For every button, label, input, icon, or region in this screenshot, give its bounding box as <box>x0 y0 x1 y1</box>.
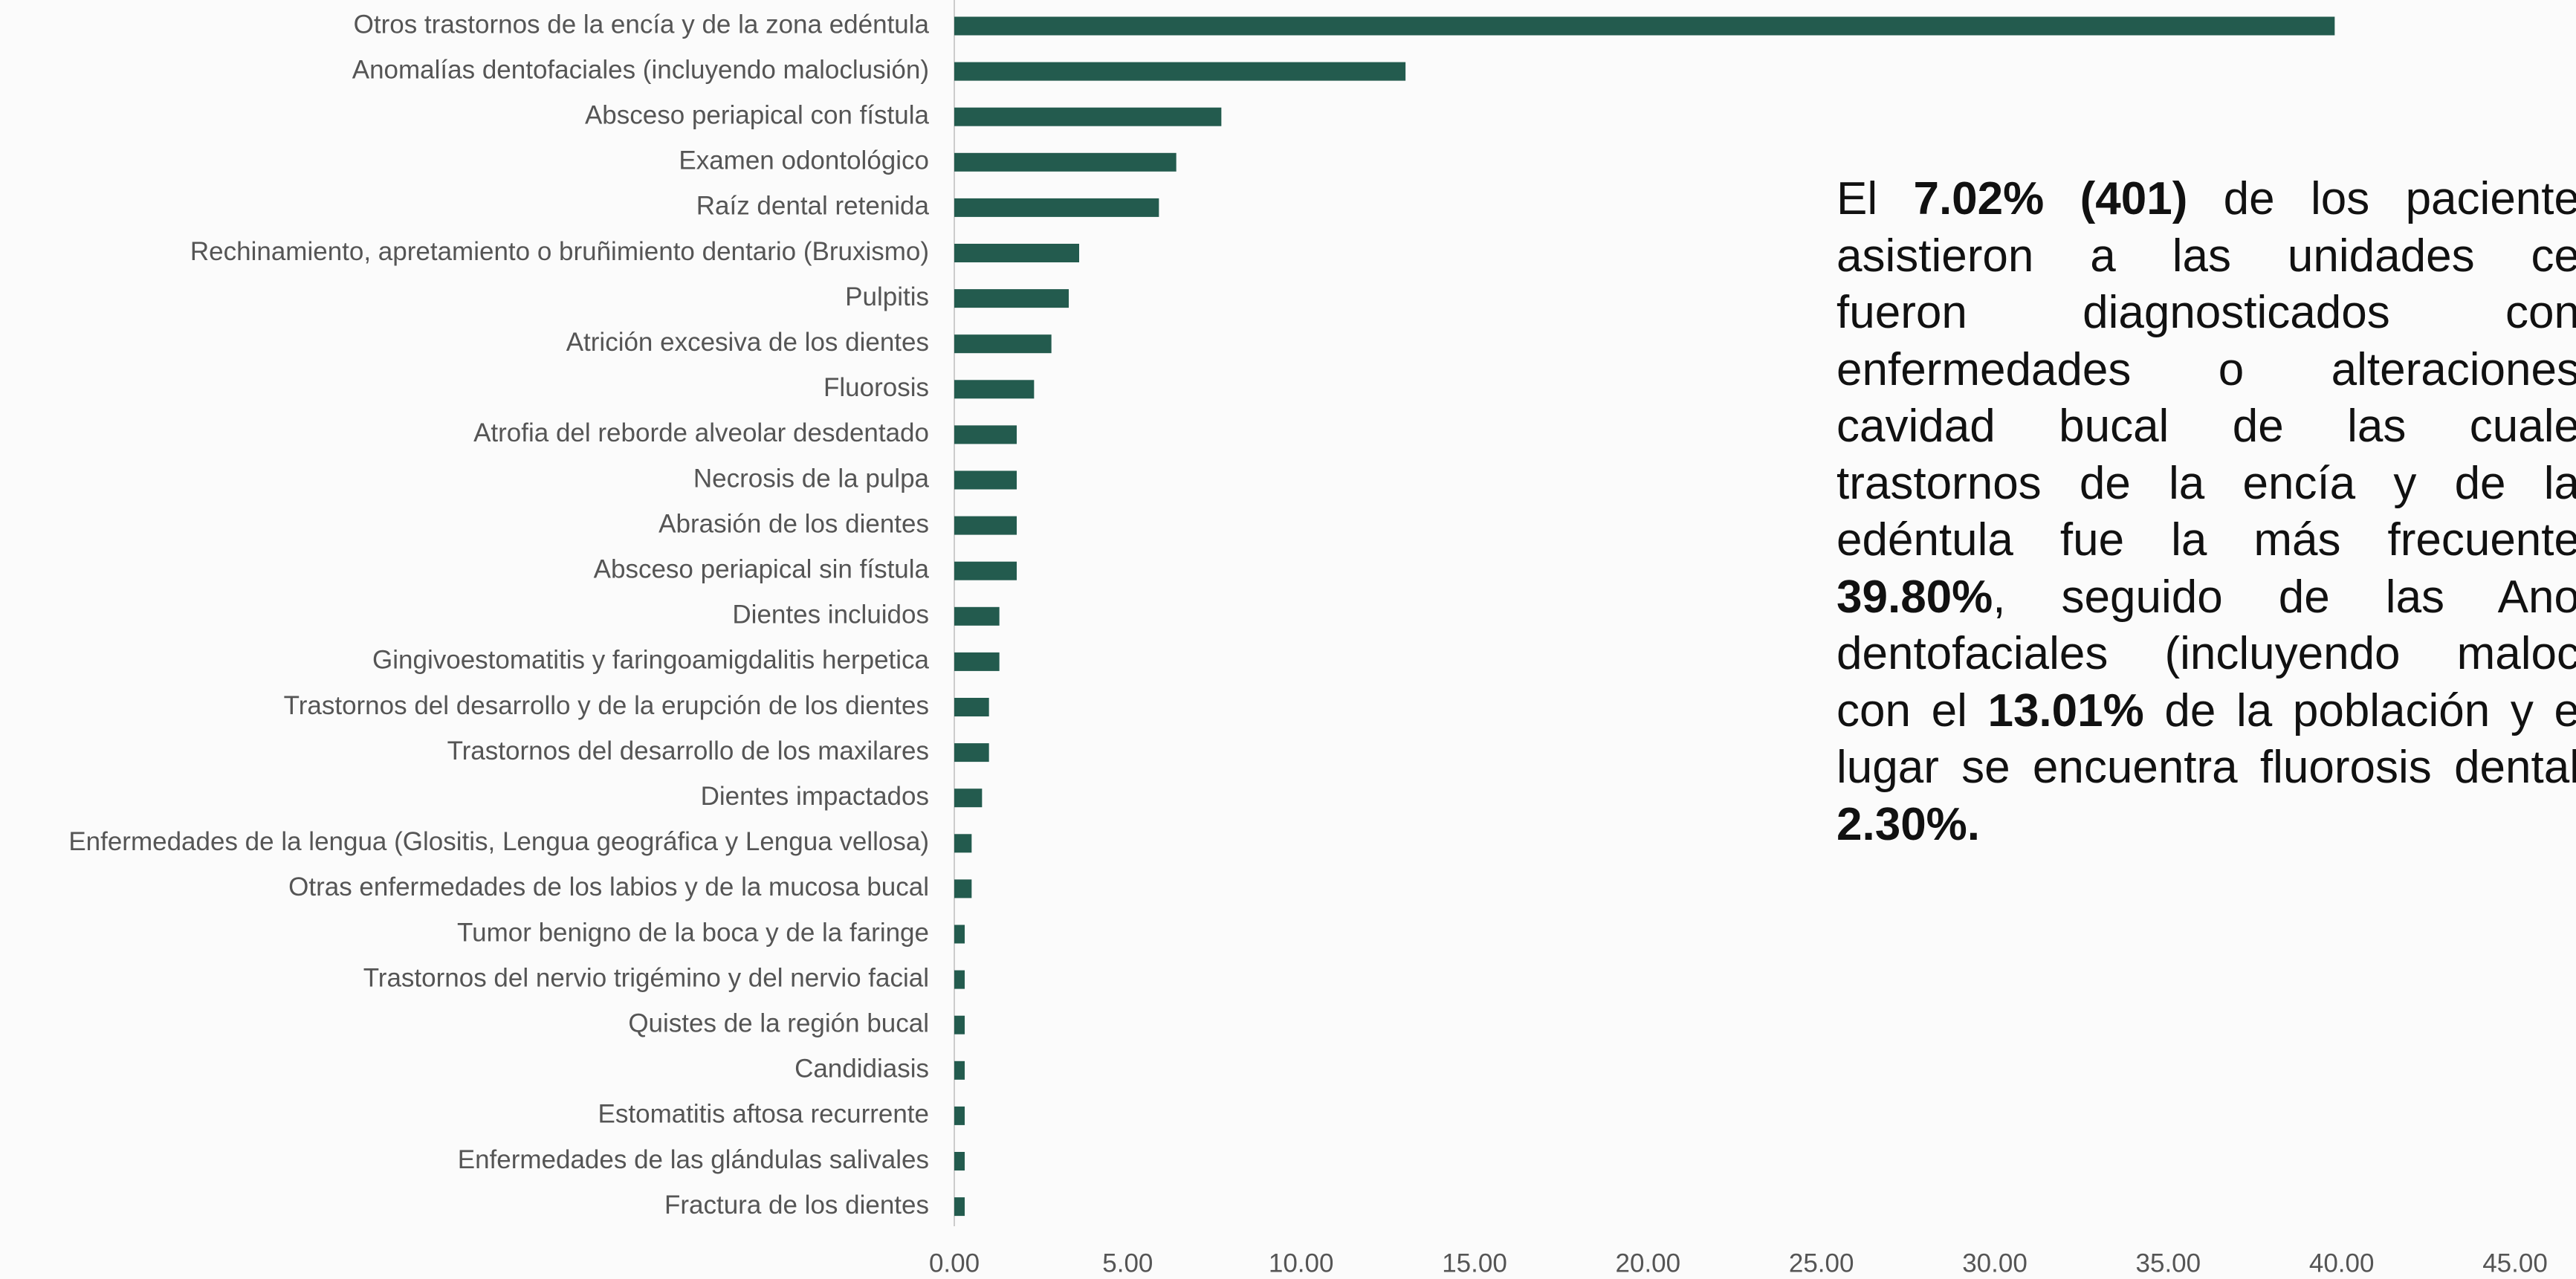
y-tick-label: Trastornos del nervio trigémino y del ne… <box>363 963 929 992</box>
annotation-text: edéntula fue la más frecuente <box>1836 514 2576 566</box>
y-tick-label: Enfermedades de la lengua (Glositis, Len… <box>68 827 929 856</box>
y-tick-label: Atrofia del reborde alveolar desdentado <box>473 418 929 447</box>
y-tick-label: Quistes de la región bucal <box>628 1008 929 1037</box>
annotation-text: asistieron a las unidades ce <box>1836 230 2576 282</box>
annotation-text: dentofaciales (incluyendo maloc <box>1836 628 2576 679</box>
y-tick-label: Atrición excesiva de los dientes <box>566 328 929 357</box>
annotation-text: cavidad bucal de las cuale <box>1836 401 2576 452</box>
y-tick-label: Trastornos del desarrollo y de la erupci… <box>284 691 929 720</box>
annotation-text: fueron diagnosticados con <box>1836 287 2576 338</box>
annotation-line: 39.80%, seguido de las Ano <box>1836 569 2576 626</box>
bar <box>954 743 989 762</box>
bar <box>954 1061 965 1080</box>
annotation-text: de los paciente <box>2187 173 2576 224</box>
y-tick-label: Candidiasis <box>795 1055 929 1084</box>
annotation-line: enfermedades o alteraciones <box>1836 342 2576 399</box>
annotation-line: lugar se encuentra fluorosis dental <box>1836 739 2576 797</box>
bar <box>954 1197 965 1217</box>
annotation-text: de la población y e <box>2143 684 2576 736</box>
y-tick-label: Necrosis de la pulpa <box>693 464 930 493</box>
annotation-text: enfermedades o alteraciones <box>1836 343 2576 395</box>
x-tick-label: 45.00 <box>2482 1249 2548 1278</box>
bar <box>954 879 972 898</box>
y-tick-label: Rechinamiento, apretamiento o bruñimient… <box>190 237 929 266</box>
annotation-line: trastornos de la encía y de la <box>1836 456 2576 513</box>
bar <box>954 1152 965 1170</box>
y-tick-label: Fluorosis <box>823 373 929 402</box>
bar <box>954 1015 965 1034</box>
annotation-text: lugar se encuentra fluorosis dental <box>1836 742 2576 793</box>
x-tick-label: 25.00 <box>1789 1249 1854 1278</box>
y-tick-label: Raíz dental retenida <box>696 192 930 221</box>
y-tick-label: Pulpitis <box>845 282 929 311</box>
y-tick-label: Abrasión de los dientes <box>658 509 929 538</box>
x-tick-label: 40.00 <box>2309 1249 2375 1278</box>
bar <box>954 652 1000 671</box>
y-tick-label: Dientes incluidos <box>732 600 929 629</box>
bar <box>954 834 972 853</box>
x-tick-label: 5.00 <box>1102 1249 1153 1278</box>
bar <box>954 789 983 808</box>
annotation-bold: 39.80% <box>1836 571 1993 623</box>
y-tick-label: Trastornos del desarrollo de los maxilar… <box>447 736 929 765</box>
x-tick-label: 30.00 <box>1962 1249 2028 1278</box>
bar <box>954 698 989 716</box>
x-tick-label: 20.00 <box>1616 1249 1681 1278</box>
annotation-text: , seguido de las Ano <box>1993 571 2576 623</box>
annotation-line: fueron diagnosticados con <box>1836 285 2576 342</box>
annotation-bold: 7.02% (401) <box>1913 173 2188 224</box>
y-tick-label: Examen odontológico <box>679 146 929 175</box>
annotation-bold: 2.30%. <box>1836 798 1981 850</box>
bar <box>954 62 1406 81</box>
bar <box>954 16 2335 36</box>
annotation-bold: 13.01% <box>1987 684 2144 736</box>
bar <box>954 289 1069 308</box>
bar <box>954 107 1222 126</box>
y-tick-label: Absceso periapical con fístula <box>585 100 930 129</box>
y-tick-label: Enfermedades de las glándulas salivales <box>458 1145 929 1174</box>
bar <box>954 244 1079 262</box>
bar <box>954 334 1052 354</box>
y-tick-label: Gingivoestomatitis y faringoamigdalitis … <box>372 646 929 675</box>
y-tick-label: Fractura de los dientes <box>664 1191 929 1220</box>
bar <box>954 516 1017 535</box>
x-tick-label: 10.00 <box>1269 1249 1334 1278</box>
bar <box>954 425 1017 444</box>
annotation-line: asistieron a las unidades ce <box>1836 228 2576 285</box>
y-tick-label: Estomatitis aftosa recurrente <box>598 1100 929 1129</box>
y-tick-label: Otras enfermedades de los labios y de la… <box>288 872 929 901</box>
annotation-text: con el <box>1836 684 1988 736</box>
y-tick-label: Absceso periapical sin fístula <box>594 554 930 583</box>
bar <box>954 1106 965 1125</box>
annotation-line: edéntula fue la más frecuente <box>1836 512 2576 569</box>
y-tick-label: Otros trastornos de la encía y de la zon… <box>354 10 930 39</box>
bar <box>954 970 965 989</box>
annotation-line: cavidad bucal de las cuale <box>1836 398 2576 456</box>
x-tick-label: 15.00 <box>1442 1249 1507 1278</box>
annotation-text: El <box>1836 173 1914 224</box>
annotation-line: 2.30%. <box>1836 797 2576 854</box>
bar <box>954 198 1159 217</box>
annotation: El 7.02% (401) de los paciente asistieron… <box>1836 171 2576 853</box>
annotation-text: trastornos de la encía y de la <box>1836 457 2576 509</box>
bar <box>954 561 1017 580</box>
annotation-line: con el 13.01% de la población y e <box>1836 683 2576 740</box>
y-tick-label: Anomalías dentofaciales (incluyendo malo… <box>352 55 929 84</box>
annotation-line: El 7.02% (401) de los paciente <box>1836 171 2576 228</box>
x-tick-label: 35.00 <box>2136 1249 2201 1278</box>
y-tick-label: Dientes impactados <box>701 782 929 811</box>
x-tick-label: 0.00 <box>929 1249 980 1278</box>
bar <box>954 606 1000 626</box>
bar <box>954 152 1177 172</box>
bar <box>954 925 965 944</box>
annotation-line: dentofaciales (incluyendo maloc <box>1836 626 2576 683</box>
bar <box>954 380 1035 399</box>
bar <box>954 470 1017 490</box>
y-tick-label: Tumor benigno de la boca y de la faringe <box>457 918 929 947</box>
